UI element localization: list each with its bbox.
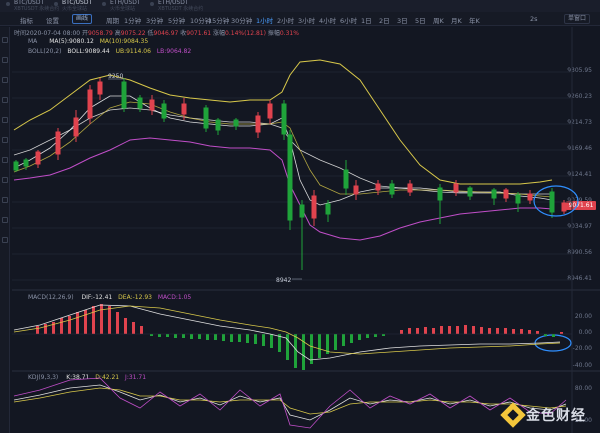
macd-tick: 0.00 [578,329,592,336]
ohlc-info: 时间2020-07-04 08:00 开9058.79 高9075.22 低90… [14,30,299,37]
price-tick: 9214.73 [567,119,592,126]
indicators-button[interactable]: 指标 [20,17,33,25]
channel-tool-icon[interactable] [2,97,8,103]
draw-button[interactable]: 画线 [72,14,93,24]
interval-6h[interactable]: 6小时 [340,17,358,25]
tab-eth-usdt-perpetual[interactable]: ETH/USDT XBTUSDT 永续合约 [144,0,203,12]
jinse-logo-icon [500,402,526,428]
interval-1h[interactable]: 1小时 [256,17,274,25]
kdj-legend: KDJ(9,3,3) K:38.71 D:42.21 J:31.71 [28,374,147,381]
boll-upper-line [13,59,553,185]
interval-label: 周期 [106,17,119,25]
price-tick: 9260.23 [567,93,592,100]
interval-2h[interactable]: 2小时 [277,17,295,25]
interval-3m[interactable]: 3分钟 [146,17,164,25]
interval-week[interactable]: 周K [433,17,444,25]
interval-10m[interactable]: 10分钟 [190,17,212,25]
interval-30m[interactable]: 30分钟 [231,17,253,25]
boll-legend: BOLL(20,2) BOLL:9089.44 UB:9114.06 LB:90… [28,48,192,55]
interval-year[interactable]: 年K [469,17,480,25]
magnet-tool-icon[interactable] [2,177,8,183]
drawing-tools-sidebar [0,27,10,433]
price-tick: 8990.56 [567,249,592,256]
interval-4h[interactable]: 4小时 [319,17,337,25]
macd-tick: 20.00 [574,313,592,320]
price-highlight-ellipse [533,185,579,217]
zoom-button[interactable]: 2s [530,15,538,23]
fib-tool-icon[interactable] [2,117,8,123]
low-annotation: 8942 [276,277,291,284]
macd-tick: -20.00 [572,345,592,352]
watermark: 金色财经 [500,402,586,428]
eye-tool-icon[interactable] [2,217,8,223]
trash-tool-icon[interactable] [2,237,8,243]
current-price-tag: 9071.61 [566,201,596,210]
kdj-k-line [13,384,567,421]
kdj-tick: 80.00 [574,385,592,392]
kdj-j-line [13,377,567,429]
interval-5d[interactable]: 5日 [415,17,426,25]
tab-btc-usdt-huobi[interactable]: BTC/USDT 火币全球站 [48,0,92,12]
high-annotation: 9250 [108,73,123,80]
interval-3d[interactable]: 3日 [397,17,408,25]
price-tick: 9079.59 [567,197,592,204]
interval-1m[interactable]: 1分钟 [124,17,142,25]
cursor-tool-icon[interactable] [2,37,8,43]
macd-tick: -40.00 [572,362,592,369]
settings-button[interactable]: 设置 [46,17,59,25]
interval-5m[interactable]: 5分钟 [168,17,186,25]
price-tick: 8946.41 [567,275,592,282]
interval-15m[interactable]: 15分钟 [208,17,230,25]
ma10-line [13,101,553,198]
price-tick: 9124.41 [567,171,592,178]
price-tick: 9034.97 [567,223,592,230]
tab-btc-usdt-perpetual[interactable]: BTC/USDT XBTUSDT 永续合约 [0,0,59,12]
price-tick: 9169.46 [567,145,592,152]
ray-tool-icon[interactable] [2,77,8,83]
interval-3h[interactable]: 3小时 [298,17,316,25]
macd-histogram [36,304,563,370]
candles [13,78,567,270]
macd-legend: MACD(12,26,9) DIF:-12.41 DEA:-12.93 MACD… [28,294,192,301]
macd-dea-line [13,305,561,355]
market-tabs: BTC/USDT XBTUSDT 永续合约 BTC/USDT 火币全球站 ETH… [0,0,600,12]
macd-dif-line [13,304,561,361]
kdj-d-line [13,387,567,415]
tab-eth-usdt-huobi[interactable]: ETH/USDT 火币全球站 [96,0,140,12]
line-tool-icon[interactable] [2,57,8,63]
interval-2d[interactable]: 2日 [379,17,390,25]
chart-toolbar: 指标 设置 画线 周期 1分钟 3分钟 5分钟 10分钟 15分钟 30分钟 1… [0,12,600,26]
price-tick: 9305.95 [567,67,592,74]
text-tool-icon[interactable] [2,137,8,143]
interval-month[interactable]: 月K [451,17,462,25]
kdj-tick: 20.00 [574,417,592,424]
ma-legend: MA MA(5):9080.12 MA(10):9084.35 [28,38,149,45]
measure-tool-icon[interactable] [2,157,8,163]
lock-tool-icon[interactable] [2,197,8,203]
window-select[interactable]: 单窗口 [564,14,591,24]
interval-1d[interactable]: 1日 [361,17,372,25]
